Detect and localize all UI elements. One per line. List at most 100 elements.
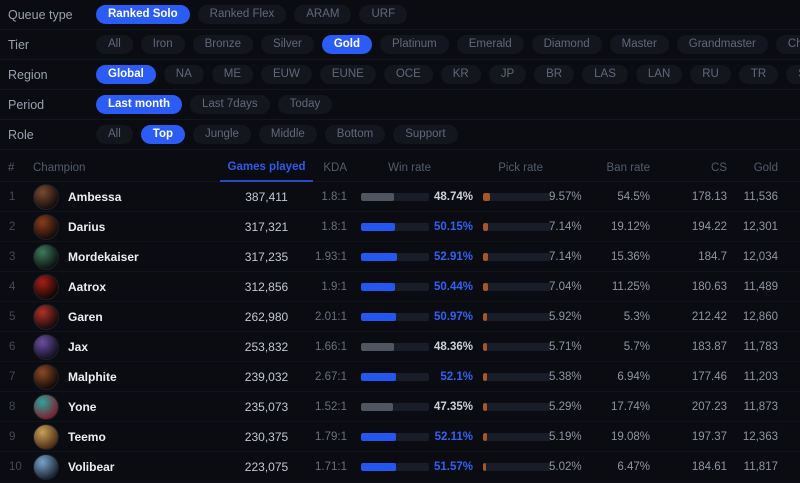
filter-pill-lan[interactable]: LAN [635,64,683,85]
champion-name[interactable]: Mordekaiser [68,249,139,264]
filter-pill-gold[interactable]: Gold [321,34,373,55]
filter-pill-all[interactable]: All [96,124,133,145]
filter-pill-top[interactable]: Top [140,124,186,145]
pick-rate-value: 5.38% [549,370,582,383]
champion-avatar[interactable] [33,273,59,300]
filter-pill-all[interactable]: All [96,34,133,55]
filter-pill-tr[interactable]: TR [738,64,779,85]
cs-value: 183.87 [691,340,727,353]
column-header-gold[interactable]: Gold [753,162,778,174]
filter-pill-oce[interactable]: OCE [383,64,433,85]
champion-name[interactable]: Volibear [68,459,115,474]
champion-cell[interactable]: Malphite [28,363,220,390]
champion-name[interactable]: Darius [68,219,106,234]
column-header-games-played-sorted[interactable]: Games played [220,154,313,182]
win-rate-bar-fill [361,192,395,201]
filter-pill-sg[interactable]: SG [786,64,800,85]
champion-name[interactable]: Aatrox [68,279,107,294]
filter-pill-iron[interactable]: Iron [140,34,185,55]
table-row-mordekaiser[interactable]: 3 Mordekaiser 317,235 1.93:1 52.91% 7.14% 15.3… [0,242,800,272]
filter-pill-support[interactable]: Support [393,124,458,145]
filter-pill-last-7days[interactable]: Last 7days [189,94,270,115]
table-row-ambessa[interactable]: 1 Ambessa 387,411 1.8:1 48.74% 9.57% 54.5% 178.… [0,182,800,212]
champion-avatar[interactable] [33,303,59,330]
champion-avatar[interactable] [33,423,59,450]
ban-rate-value: 19.12% [610,220,650,233]
filter-pill-global[interactable]: Global [96,64,156,85]
filter-pill-jungle[interactable]: Jungle [193,124,251,145]
filter-pill-aram[interactable]: ARAM [294,4,352,25]
champion-name[interactable]: Teemo [68,429,106,444]
filter-pill-ranked-solo[interactable]: Ranked Solo [96,4,190,25]
pick-rate-bar [477,342,551,351]
filter-pill-silver[interactable]: Silver [261,34,314,55]
champion-cell[interactable]: Darius [28,213,220,240]
filter-pill-eune[interactable]: EUNE [319,64,376,85]
filter-pill-emerald[interactable]: Emerald [456,34,524,55]
champion-cell[interactable]: Ambessa [28,183,220,210]
column-header-kda[interactable]: KDA [323,162,347,174]
table-row-jax[interactable]: 6 Jax 253,832 1.66:1 48.36% 5.71% 5.7% 183.87 11… [0,332,800,362]
filter-pill-platinum[interactable]: Platinum [380,34,449,55]
filter-pill-challenger[interactable]: Challenger [775,34,800,55]
champion-cell[interactable]: Garen [28,303,220,330]
champion-name[interactable]: Ambessa [68,189,122,204]
filter-pill-urf[interactable]: URF [359,4,408,25]
filter-pill-kr[interactable]: KR [440,64,481,85]
pick-rate-bar [477,282,551,291]
table-row-garen[interactable]: 5 Garen 262,980 2.01:1 50.97% 5.92% 5.3% 212.42… [0,302,800,332]
column-header-ban-rate[interactable]: Ban rate [606,162,650,174]
champion-cell[interactable]: Mordekaiser [28,243,220,270]
table-row-yone[interactable]: 8 Yone 235,073 1.52:1 47.35% 5.29% 17.74% 207.2… [0,392,800,422]
champion-avatar[interactable] [33,183,59,210]
column-header-win-rate[interactable]: Win rate [388,162,431,174]
champion-name[interactable]: Yone [68,399,97,414]
table-row-teemo[interactable]: 9 Teemo 230,375 1.79:1 52.11% 5.19% 19.08% 197.… [0,422,800,452]
champion-cell[interactable]: Volibear [28,453,220,480]
table-row-malphite[interactable]: 7 Malphite 239,032 2.67:1 52.1% 5.38% 6.94% 177… [0,362,800,392]
games-played-value: 235,073 [244,399,289,414]
champion-name[interactable]: Jax [68,339,89,354]
win-rate-bar [355,282,433,291]
filter-pill-diamond[interactable]: Diamond [531,34,602,55]
cs-value: 184.7 [698,250,727,263]
champion-avatar[interactable] [33,363,59,390]
filter-pill-br[interactable]: BR [534,64,575,85]
games-played-value: 262,980 [244,309,289,324]
table-row-volibear[interactable]: 10 Volibear 223,075 1.71:1 51.57% 5.02% 6.47% 1… [0,452,800,482]
champion-cell[interactable]: Jax [28,333,220,360]
table-row-aatrox[interactable]: 4 Aatrox 312,856 1.9:1 50.44% 7.04% 11.25% 180.… [0,272,800,302]
filter-pill-master[interactable]: Master [609,34,669,55]
filter-pill-na[interactable]: NA [163,64,204,85]
champion-name[interactable]: Malphite [68,369,117,384]
filter-pill-jp[interactable]: JP [488,64,527,85]
champion-avatar[interactable] [33,453,59,480]
filter-pill-euw[interactable]: EUW [261,64,312,85]
filter-pill-las[interactable]: LAS [582,64,628,85]
filter-pill-today[interactable]: Today [277,94,333,115]
champion-avatar[interactable] [33,213,59,240]
champion-avatar[interactable] [33,393,59,420]
rank-number: 8 [9,400,16,413]
champion-cell[interactable]: Teemo [28,423,220,450]
column-header-pick-rate[interactable]: Pick rate [498,162,543,174]
champion-cell[interactable]: Aatrox [28,273,220,300]
champion-avatar[interactable] [33,333,59,360]
filter-pill-ranked-flex[interactable]: Ranked Flex [197,4,287,25]
champion-name[interactable]: Garen [68,309,103,324]
gold-value: 12,034 [742,250,778,263]
champion-cell[interactable]: Yone [28,393,220,420]
filter-pill-bottom[interactable]: Bottom [324,124,386,145]
filter-pill-ru[interactable]: RU [690,64,731,85]
filter-pill-grandmaster[interactable]: Grandmaster [676,34,768,55]
filter-pill-last-month[interactable]: Last month [96,94,182,115]
sort-underline [220,180,313,182]
filter-pill-me[interactable]: ME [211,64,254,85]
filter-pill-middle[interactable]: Middle [258,124,317,145]
table-row-darius[interactable]: 2 Darius 317,321 1.8:1 50.15% 7.14% 19.12% 194.… [0,212,800,242]
filter-pill-bronze[interactable]: Bronze [192,34,254,55]
column-header-cs[interactable]: CS [711,162,727,174]
win-rate-value: 51.57% [433,460,473,473]
column-header-champion[interactable]: Champion [33,162,86,174]
champion-avatar[interactable] [33,243,59,270]
